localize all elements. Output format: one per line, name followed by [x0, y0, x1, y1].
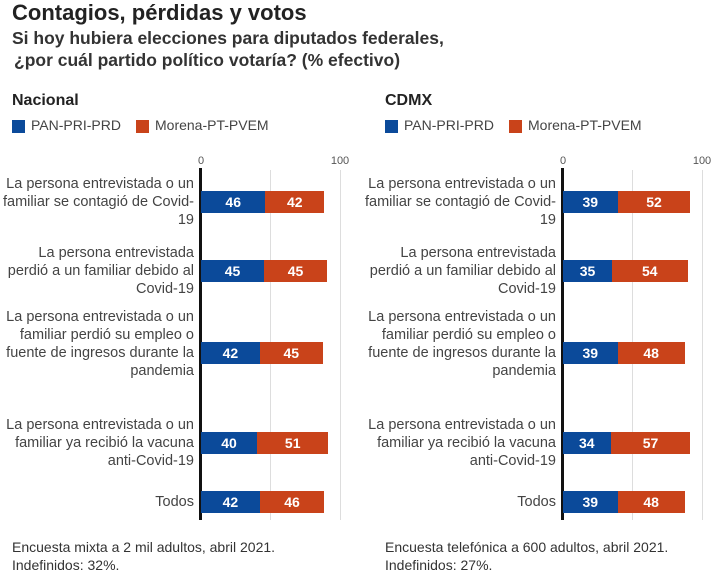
bar-pan-pri-prd: 39: [563, 491, 618, 513]
bar-pan-pri-prd: 40: [201, 432, 257, 454]
bar-pan-pri-prd: 42: [201, 491, 260, 513]
legend-swatch-pan: [12, 120, 25, 133]
gridline-100: [702, 170, 703, 520]
legend-label-morena: Morena-PT-PVEM: [528, 117, 642, 133]
gridline-100: [340, 170, 341, 520]
legend-swatch-morena: [509, 120, 522, 133]
chart-subtitle-question: ¿por cuál partido político votaría? (% e…: [14, 50, 401, 70]
bar-morena-pt-pvem: 52: [617, 191, 691, 213]
bar-morena-pt-pvem: 45: [264, 260, 327, 282]
panel-title: Nacional: [12, 92, 79, 109]
bar-pan-pri-prd: 39: [563, 191, 618, 213]
bar-pan-pri-prd: 34: [563, 432, 611, 454]
legend-swatch-morena: [136, 120, 149, 133]
bar-morena-pt-pvem: 45: [259, 342, 323, 364]
panel-title: CDMX: [385, 92, 433, 109]
bar-morena-pt-pvem: 42: [265, 191, 325, 213]
bar-morena-pt-pvem: 51: [257, 432, 329, 454]
chart-subtitle: Si hoy hubiera elecciones para diputados…: [12, 28, 444, 48]
category-label: La persona entrevistada o un familiar se…: [2, 176, 194, 228]
category-label: La persona entrevistada o un familiar se…: [364, 176, 556, 228]
bar-morena-pt-pvem: 54: [612, 260, 688, 282]
bar-pan-pri-prd: 39: [563, 342, 618, 364]
footnote-survey: Encuesta mixta a 2 mil adultos, abril 20…: [12, 539, 276, 555]
tick-label-100: 100: [692, 155, 712, 167]
legend-label-pan: PAN-PRI-PRD: [31, 117, 121, 133]
category-label: Todos: [517, 494, 556, 510]
tick-label-100: 100: [330, 155, 350, 167]
legend-label-morena: Morena-PT-PVEM: [155, 117, 269, 133]
category-label: La persona entrevistada o un familiar pe…: [368, 309, 556, 379]
bar-morena-pt-pvem: 46: [259, 491, 325, 513]
chart-title: Contagios, pérdidas y votos: [12, 0, 307, 25]
category-label: La persona entrevistada perdió a un fami…: [369, 245, 556, 297]
tick-label-0: 0: [559, 155, 567, 167]
axis-zero: [561, 168, 564, 520]
bar-pan-pri-prd: 45: [201, 260, 264, 282]
category-label: La persona entrevistada o un familiar ya…: [368, 417, 556, 469]
legend-swatch-pan: [385, 120, 398, 133]
legend-label-pan: PAN-PRI-PRD: [404, 117, 494, 133]
footnote-undefined: Indefinidos: 32%.: [12, 557, 120, 573]
bar-morena-pt-pvem: 48: [617, 491, 685, 513]
bar-pan-pri-prd: 42: [201, 342, 260, 364]
category-label: La persona entrevistada o un familiar pe…: [6, 309, 194, 379]
category-label: La persona entrevistada o un familiar ya…: [6, 417, 194, 469]
bar-pan-pri-prd: 46: [201, 191, 266, 213]
bar-morena-pt-pvem: 57: [610, 432, 691, 454]
bar-morena-pt-pvem: 48: [617, 342, 685, 364]
footnote-undefined: Indefinidos: 27%.: [385, 557, 493, 573]
bar-pan-pri-prd: 35: [563, 260, 612, 282]
category-label: La persona entrevistada perdió a un fami…: [7, 245, 194, 297]
axis-zero: [199, 168, 202, 520]
category-label: Todos: [155, 494, 194, 510]
footnote-survey: Encuesta telefónica a 600 adultos, abril…: [385, 539, 669, 555]
tick-label-0: 0: [197, 155, 205, 167]
